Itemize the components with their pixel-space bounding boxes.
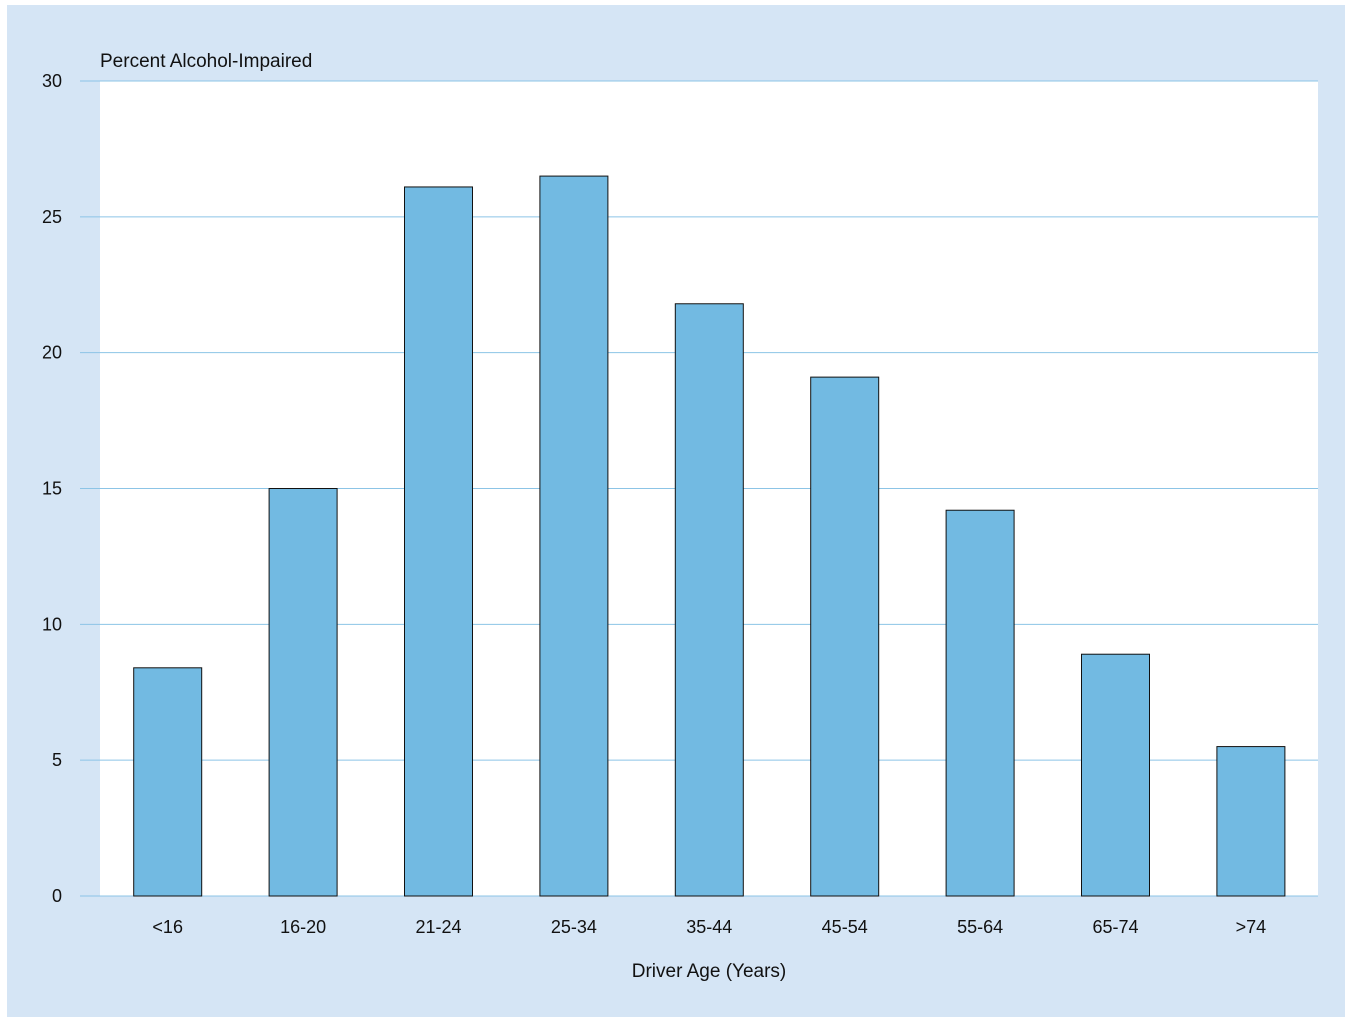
x-tick-label-0: <16 <box>152 917 183 937</box>
y-tick-label-4: 20 <box>42 343 62 363</box>
bar-5 <box>811 377 879 896</box>
x-tick-label-2: 21-24 <box>415 917 461 937</box>
x-tick-label-5: 45-54 <box>822 917 868 937</box>
bar-0 <box>134 668 202 896</box>
y-tick-label-6: 30 <box>42 71 62 91</box>
bar-2 <box>405 187 473 896</box>
y-tick-label-2: 10 <box>42 614 62 634</box>
bar-7 <box>1082 654 1150 896</box>
x-tick-label-1: 16-20 <box>280 917 326 937</box>
x-tick-labels: <16 16-20 21-24 25-34 35-44 45-54 55-64 65-74 >7… <box>152 917 1266 937</box>
bar-4 <box>675 304 743 896</box>
y-tick-label-5: 25 <box>42 207 62 227</box>
bar-8 <box>1217 747 1285 896</box>
bar-6 <box>946 510 1014 896</box>
x-tick-label-7: 65-74 <box>1092 917 1138 937</box>
x-tick-label-8: >74 <box>1236 917 1267 937</box>
bar-3 <box>540 176 608 896</box>
y-tick-label-1: 5 <box>52 750 62 770</box>
x-tick-label-6: 55-64 <box>957 917 1003 937</box>
bar-1 <box>269 489 337 897</box>
x-tick-label-3: 25-34 <box>551 917 597 937</box>
y-tick-label-0: 0 <box>52 886 62 906</box>
x-axis-title: Driver Age (Years) <box>632 961 787 982</box>
y-tick-label-3: 15 <box>42 479 62 499</box>
y-axis-title: Percent Alcohol-Impaired <box>100 51 312 72</box>
x-tick-label-4: 35-44 <box>686 917 732 937</box>
y-tick-labels: 0 5 10 15 20 25 30 <box>42 71 62 906</box>
